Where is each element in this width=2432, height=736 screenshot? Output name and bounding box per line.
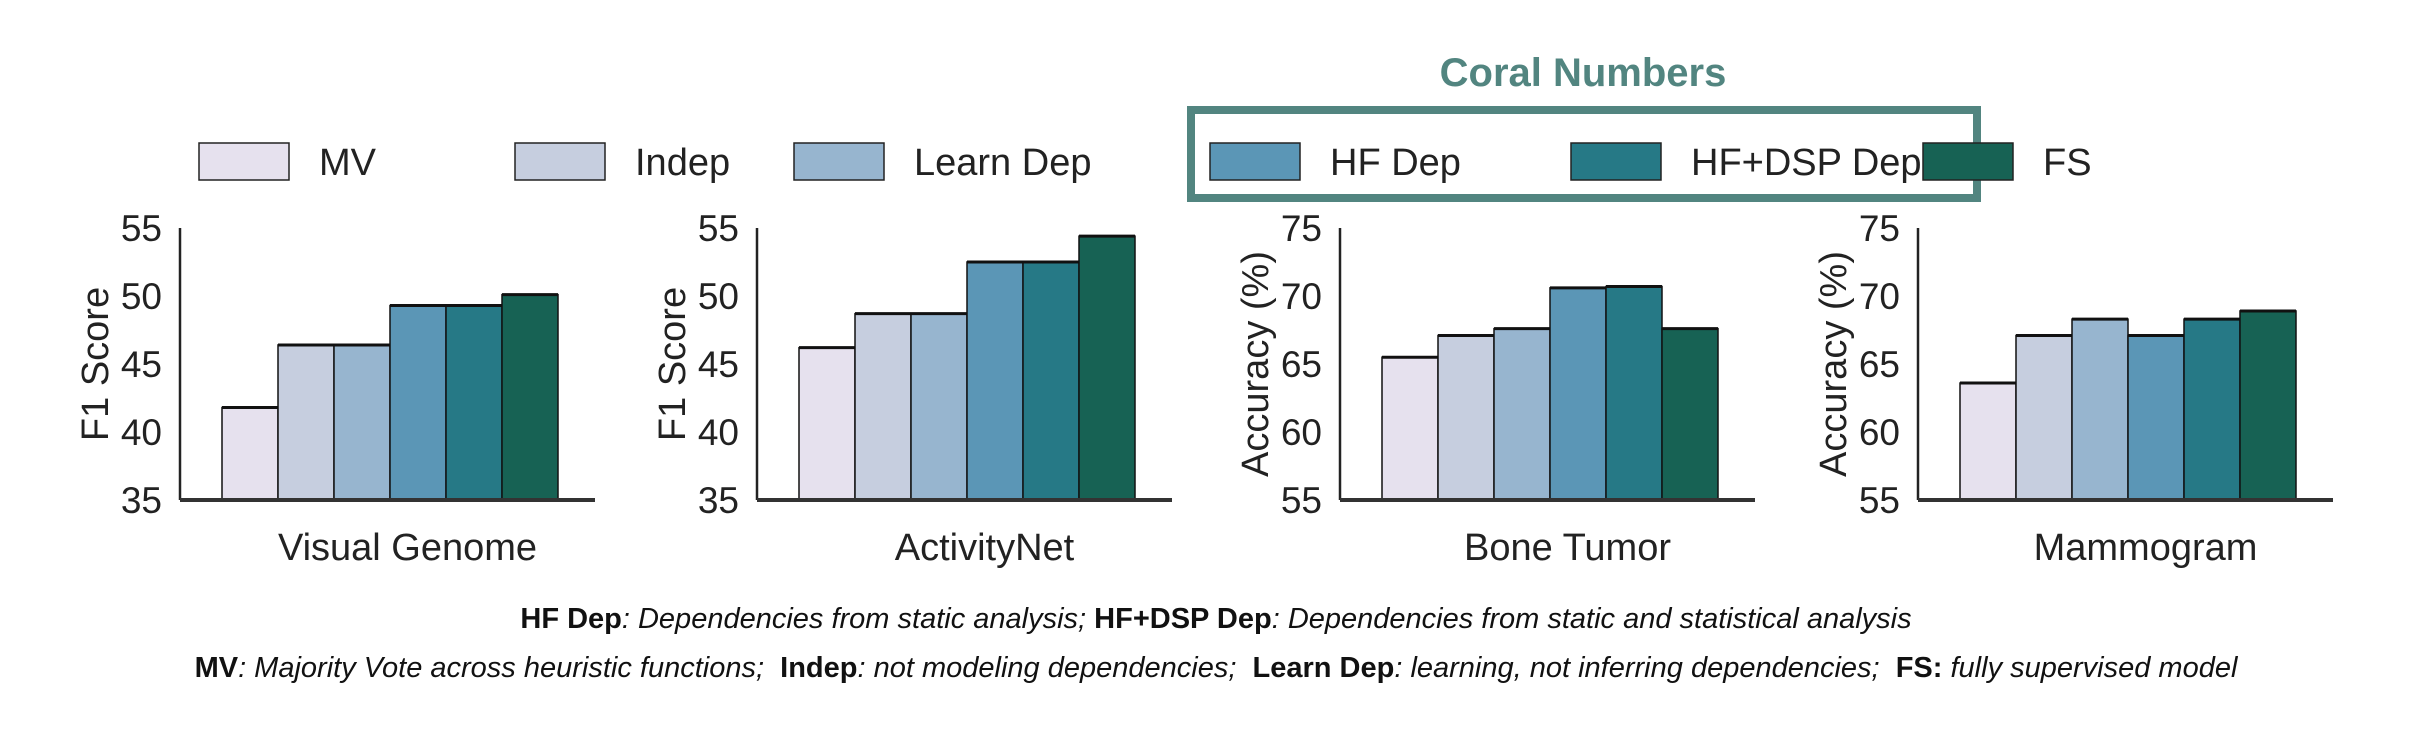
bar-hf-dsp-dep (1605, 285, 1663, 501)
bar-fs (1078, 235, 1136, 501)
y-axis-label: F1 Score (652, 287, 694, 441)
y-tick-label: 65 (1859, 344, 1900, 385)
legend-label: HF+DSP Dep (1691, 142, 1922, 184)
y-tick-label: 40 (121, 412, 162, 453)
x-axis-label: Bone Tumor (1464, 527, 1671, 569)
bar-mv (1381, 356, 1439, 501)
caption-term: HF Dep (520, 603, 622, 635)
legend-label: FS (2043, 142, 2092, 184)
bar-mv (1959, 382, 2017, 501)
legend-item-mv: MV (198, 142, 377, 184)
y-tick-label: 50 (121, 276, 162, 317)
bar-hf-dep (2127, 334, 2185, 501)
y-tick-label: 70 (1859, 276, 1900, 317)
y-tick-label: 55 (1281, 480, 1322, 521)
caption-term: FS: (1895, 652, 1943, 684)
legend: MV Indep Learn Dep HF Dep HF+DSP Dep FS (198, 142, 2092, 184)
bar-indep (277, 344, 335, 501)
y-tick-label: 40 (698, 412, 739, 453)
y-tick-label: 45 (121, 344, 162, 385)
y-tick-label: 55 (121, 208, 162, 249)
bar-hf-dep (389, 304, 447, 501)
caption-description: : learning, not inferring dependencies; (1394, 652, 1896, 684)
y-tick-label: 35 (698, 480, 739, 521)
caption-line-2: MV: Majority Vote across heuristic funct… (0, 652, 2432, 685)
y-tick-label: 75 (1859, 208, 1900, 249)
caption-term: Learn Dep (1252, 652, 1395, 684)
legend-label: Learn Dep (914, 142, 1091, 184)
y-tick-label: 60 (1859, 412, 1900, 453)
bar-learn-dep (2071, 318, 2129, 501)
bar-mv (221, 406, 279, 501)
caption-description: : Dependencies from static analysis; (621, 603, 1095, 635)
legend-item-learn-dep: Learn Dep (793, 142, 1091, 184)
caption-description: : Majority Vote across heuristic functio… (238, 652, 781, 684)
caption-description: : not modeling dependencies; (857, 652, 1253, 684)
bar-fs (501, 293, 559, 501)
bar-learn-dep (910, 312, 968, 501)
legend-group-title: Coral Numbers (1440, 51, 1727, 95)
y-tick-label: 55 (1859, 480, 1900, 521)
legend-swatch (198, 142, 290, 181)
caption-term: Indep (780, 652, 858, 684)
legend-swatch (514, 142, 606, 181)
legend-label: HF Dep (1330, 142, 1461, 184)
bar-hf-dsp-dep (2183, 318, 2241, 501)
legend-swatch (1209, 142, 1301, 181)
x-axis-label: Visual Genome (278, 527, 537, 569)
caption-term: HF+DSP Dep (1094, 603, 1272, 635)
legend-swatch (1570, 142, 1662, 181)
bar-fs (2239, 310, 2297, 501)
bar-hf-dep (1549, 287, 1607, 501)
y-tick-label: 65 (1281, 344, 1322, 385)
legend-swatch (793, 142, 885, 181)
bar-mv (798, 346, 856, 501)
y-tick-label: 35 (121, 480, 162, 521)
y-tick-label: 60 (1281, 412, 1322, 453)
bar-indep (1437, 334, 1495, 501)
y-axis-label: Accuracy (%) (1813, 251, 1855, 477)
bar-hf-dep (966, 261, 1024, 501)
caption-term: MV (194, 652, 239, 684)
legend-label: Indep (635, 142, 730, 184)
caption-description: fully supervised model (1942, 652, 2238, 684)
legend-item-indep: Indep (514, 142, 730, 184)
caption-description: : Dependencies from static and statistic… (1271, 603, 1912, 635)
y-tick-label: 75 (1281, 208, 1322, 249)
bar-hf-dsp-dep (1022, 261, 1080, 501)
legend-item-hf-dsp-dep: HF+DSP Dep (1570, 142, 1922, 184)
bar-learn-dep (333, 344, 391, 501)
bar-indep (854, 312, 912, 501)
y-tick-label: 45 (698, 344, 739, 385)
bar-indep (2015, 334, 2073, 501)
bar-hf-dsp-dep (445, 304, 503, 501)
legend-label: MV (319, 142, 377, 184)
y-tick-label: 55 (698, 208, 739, 249)
y-tick-label: 50 (698, 276, 739, 317)
bar-fs (1661, 327, 1719, 501)
legend-swatch (1922, 142, 2014, 181)
x-axis-label: Mammogram (2034, 527, 2258, 569)
caption-line-1: HF Dep: Dependencies from static analysi… (0, 603, 2432, 636)
y-axis-label: Accuracy (%) (1235, 251, 1277, 477)
legend-item-hf-dep: HF Dep (1209, 142, 1461, 184)
x-axis-label: ActivityNet (895, 527, 1075, 569)
y-axis-label: F1 Score (75, 287, 117, 441)
y-tick-label: 70 (1281, 276, 1322, 317)
legend-item-fs: FS (1922, 142, 2092, 184)
bar-learn-dep (1493, 327, 1551, 501)
